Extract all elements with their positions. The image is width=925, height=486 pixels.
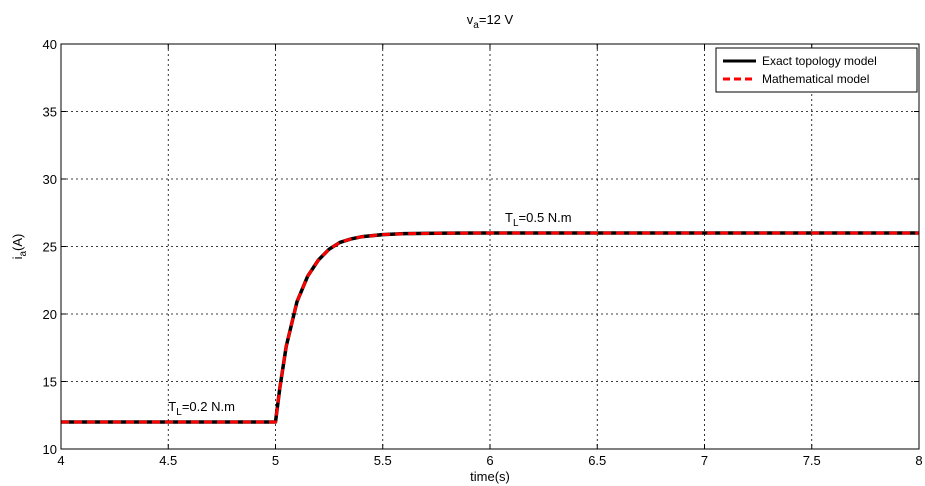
annotation-tl-low-rest: =0.2 N.m xyxy=(182,399,235,414)
chart-title: va=12 V xyxy=(467,12,514,31)
series-lines xyxy=(61,231,919,424)
y-axis-label-main: i xyxy=(10,256,25,259)
y-tick-label: 30 xyxy=(43,172,57,187)
axis-ticks xyxy=(60,43,920,450)
legend-label-mathematical: Mathematical model xyxy=(762,72,869,86)
annotation-tl-low-subscript: L xyxy=(176,407,182,418)
legend-label-exact-topology: Exact topology model xyxy=(762,54,877,68)
annotation-tl-high-main: T xyxy=(505,210,513,225)
y-tick-label: 40 xyxy=(43,37,57,52)
series-line-mathematical xyxy=(61,231,919,424)
x-tick-label: 6.5 xyxy=(588,453,606,468)
x-tick-label: 4.5 xyxy=(159,453,177,468)
y-tick-label: 20 xyxy=(43,307,57,322)
chart-title-subscript: a xyxy=(473,20,479,31)
x-tick-label: 6 xyxy=(486,453,493,468)
x-axis-label: time(s) xyxy=(470,469,510,484)
annotation-tl-high-subscript: L xyxy=(513,218,519,229)
grid-lines xyxy=(61,44,919,449)
y-axis-label-rest: (A) xyxy=(10,234,25,251)
legend-box xyxy=(715,47,918,93)
y-axis-label-subscript: a xyxy=(18,251,29,257)
y-axis-label: ia(A) xyxy=(10,234,29,260)
annotation-tl-high: TL=0.5 N.m xyxy=(505,210,572,229)
x-tick-label: 7 xyxy=(701,453,708,468)
legend: Exact topology model Mathematical model xyxy=(715,47,918,93)
y-tick-label: 10 xyxy=(43,442,57,457)
chart-title-rest: =12 V xyxy=(479,12,514,27)
x-tick-label: 5.5 xyxy=(374,453,392,468)
y-tick-label: 25 xyxy=(43,240,57,255)
x-tick-label: 8 xyxy=(915,453,922,468)
x-tick-label: 7.5 xyxy=(803,453,821,468)
annotation-tl-low: TL=0.2 N.m xyxy=(168,399,235,418)
chart-title-main: v xyxy=(467,12,474,27)
axis-tick-labels: 4 4.5 5 5.5 6 6.5 7 7.5 8 10 15 20 25 30 35 40 xyxy=(43,37,923,468)
x-tick-label: 5 xyxy=(272,453,279,468)
x-tick-label: 4 xyxy=(57,453,64,468)
y-tick-label: 15 xyxy=(43,375,57,390)
y-tick-label: 35 xyxy=(43,105,57,120)
annotation-tl-low-main: T xyxy=(168,399,176,414)
annotation-tl-high-rest: =0.5 N.m xyxy=(519,210,572,225)
